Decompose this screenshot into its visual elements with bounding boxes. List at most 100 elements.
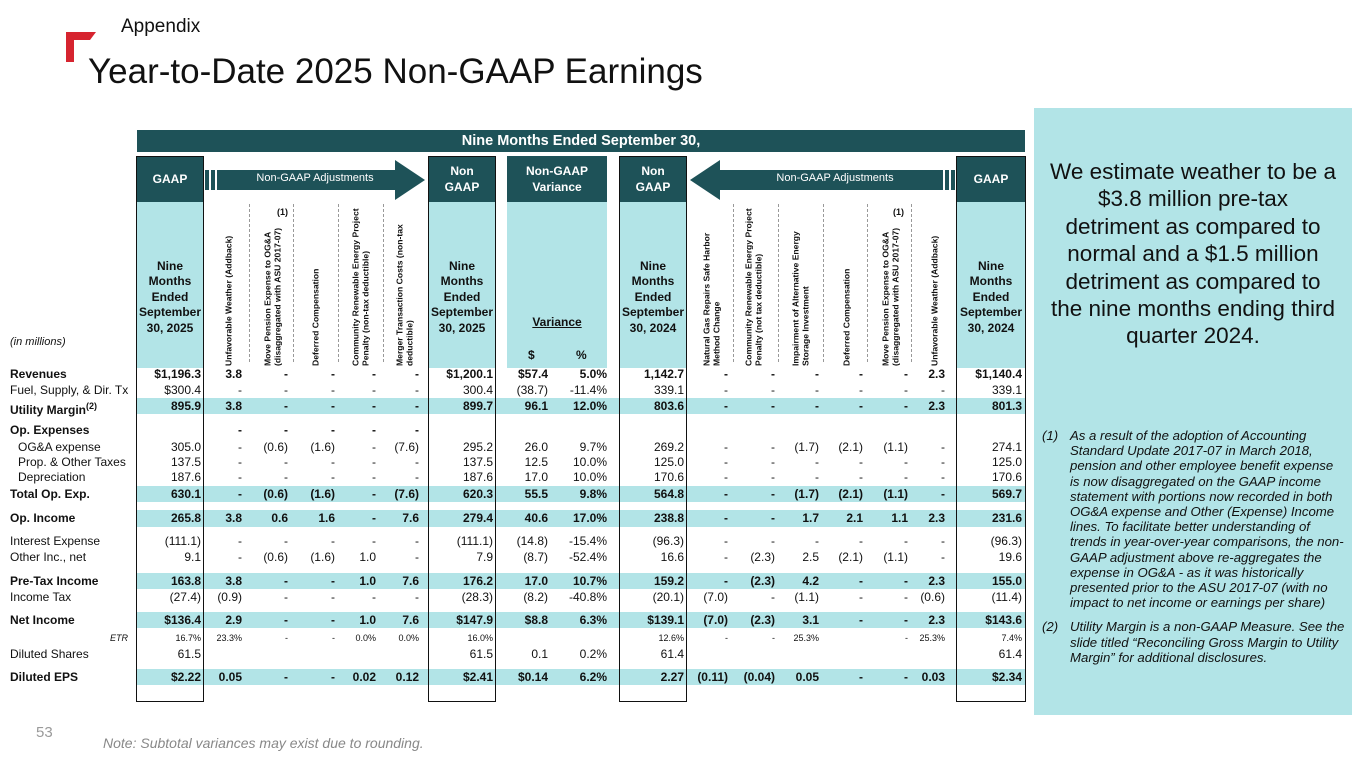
table-cell: - [331, 383, 335, 397]
table-cell: 96.1 [524, 399, 548, 413]
table-cell: 803.6 [653, 399, 684, 413]
table-cell: (96.3) [652, 534, 684, 548]
table-cell: - [372, 423, 376, 437]
table-cell: $1,140.4 [975, 367, 1022, 381]
row-highlight [137, 573, 1025, 589]
table-cell: (1.1) [883, 550, 908, 564]
table-cell: 0.03 [921, 670, 945, 684]
table-cell: $143.6 [985, 613, 1022, 627]
table-cell: 137.5 [170, 455, 201, 469]
table-cell: 176.2 [462, 574, 493, 588]
table-cell: - [415, 399, 419, 413]
table-cell: -52.4% [568, 550, 607, 564]
table-cell: 895.9 [170, 399, 201, 413]
table-cell: - [372, 383, 376, 397]
table-cell: 2.27 [660, 670, 684, 684]
table-cell: 159.2 [653, 574, 684, 588]
table-cell: (14.8) [516, 534, 548, 548]
table-cell: - [372, 511, 376, 525]
adj-header-impairment-2024: Impairment of Alternative Energy Storage… [790, 231, 811, 366]
table-cell: (1.6) [310, 550, 335, 564]
variance-pct-header: % [576, 348, 587, 362]
table-cell: 187.6 [462, 470, 493, 484]
table-cell: 163.8 [170, 574, 201, 588]
table-cell: - [284, 455, 288, 469]
table-cell: 801.3 [991, 399, 1022, 413]
table-cell: - [331, 367, 335, 381]
table-cell: $57.4 [517, 367, 548, 381]
table-cell: - [415, 470, 419, 484]
table-cell: - [238, 534, 242, 548]
table-cell: - [331, 670, 335, 684]
footnotes: (1) As a result of the adoption of Accoun… [1042, 428, 1346, 674]
table-cell: $8.8 [524, 613, 548, 627]
table-cell: 0.05 [795, 670, 819, 684]
table-cell: - [905, 633, 908, 643]
table-cell: 305.0 [170, 440, 201, 454]
table-cell: -40.8% [568, 590, 607, 604]
table-cell: - [284, 383, 288, 397]
table-cell: 3.1 [802, 613, 819, 627]
table-cell: - [772, 633, 775, 643]
table-cell: - [724, 399, 728, 413]
table-cell: - [238, 440, 242, 454]
table-cell: 16.6 [660, 550, 684, 564]
table-cell: (0.11) [697, 670, 728, 684]
table-cell: - [859, 534, 863, 548]
table-cell: - [331, 423, 335, 437]
table-cell: - [904, 455, 908, 469]
table-cell: 25.3% [919, 633, 945, 643]
table-cell: - [285, 633, 288, 643]
row-label: Prop. & Other Taxes [18, 455, 126, 469]
table-cell: (38.7) [516, 383, 548, 397]
row-label: Op. Expenses [10, 423, 90, 437]
table-cell: - [771, 511, 775, 525]
table-cell: (2.1) [838, 550, 863, 564]
table-cell: - [815, 383, 819, 397]
table-cell: (111.1) [456, 534, 493, 548]
table-cell: - [372, 455, 376, 469]
table-cell: 0.12 [395, 670, 419, 684]
table-cell: 2.1 [846, 511, 863, 525]
table-cell: 3.8 [225, 574, 242, 588]
table-cell: - [815, 470, 819, 484]
table-cell: - [771, 470, 775, 484]
table-cell: - [725, 633, 728, 643]
table-cell: - [941, 470, 945, 484]
table-cell: - [941, 550, 945, 564]
table-cell: 7.6 [402, 574, 419, 588]
row-label: Total Op. Exp. [10, 487, 90, 501]
table-cell: - [724, 470, 728, 484]
table-cell: (8.7) [523, 550, 548, 564]
table-cell: 10.0% [572, 470, 607, 484]
table-cell: - [771, 440, 775, 454]
table-cell: 3.8 [225, 399, 242, 413]
table-cell: - [904, 574, 908, 588]
table-cell: - [815, 367, 819, 381]
table-cell: - [859, 613, 863, 627]
table-cell: - [724, 440, 728, 454]
table-cell: - [815, 455, 819, 469]
table-cell: - [331, 613, 335, 627]
adjustments-left-arrow-icon [690, 160, 955, 200]
row-highlight [137, 669, 1025, 685]
nongaap-2024-header: Non GAAP [620, 156, 686, 202]
table-cell: 899.7 [462, 399, 493, 413]
earnings-table: Nine Months Ended September 30, GAAP Non… [10, 130, 1026, 702]
table-cell: - [331, 470, 335, 484]
variance-header: Non-GAAP Variance [507, 156, 607, 202]
table-cell: 0.1 [531, 647, 548, 661]
section-kicker: Appendix [121, 16, 201, 37]
table-cell: 279.4 [462, 511, 493, 525]
table-cell: 1.0 [359, 613, 376, 627]
table-cell: - [372, 590, 376, 604]
table-cell: - [238, 455, 242, 469]
table-cell: 295.2 [462, 440, 493, 454]
table-cell: (28.3) [461, 590, 493, 604]
table-cell: (111.1) [164, 534, 201, 548]
table-cell: - [904, 590, 908, 604]
table-cell: - [904, 399, 908, 413]
table-cell: 10.0% [572, 455, 607, 469]
table-banner: Nine Months Ended September 30, [137, 130, 1025, 152]
adj-header-weather-2025: Unfavorable Weather (Addback) [223, 235, 234, 366]
